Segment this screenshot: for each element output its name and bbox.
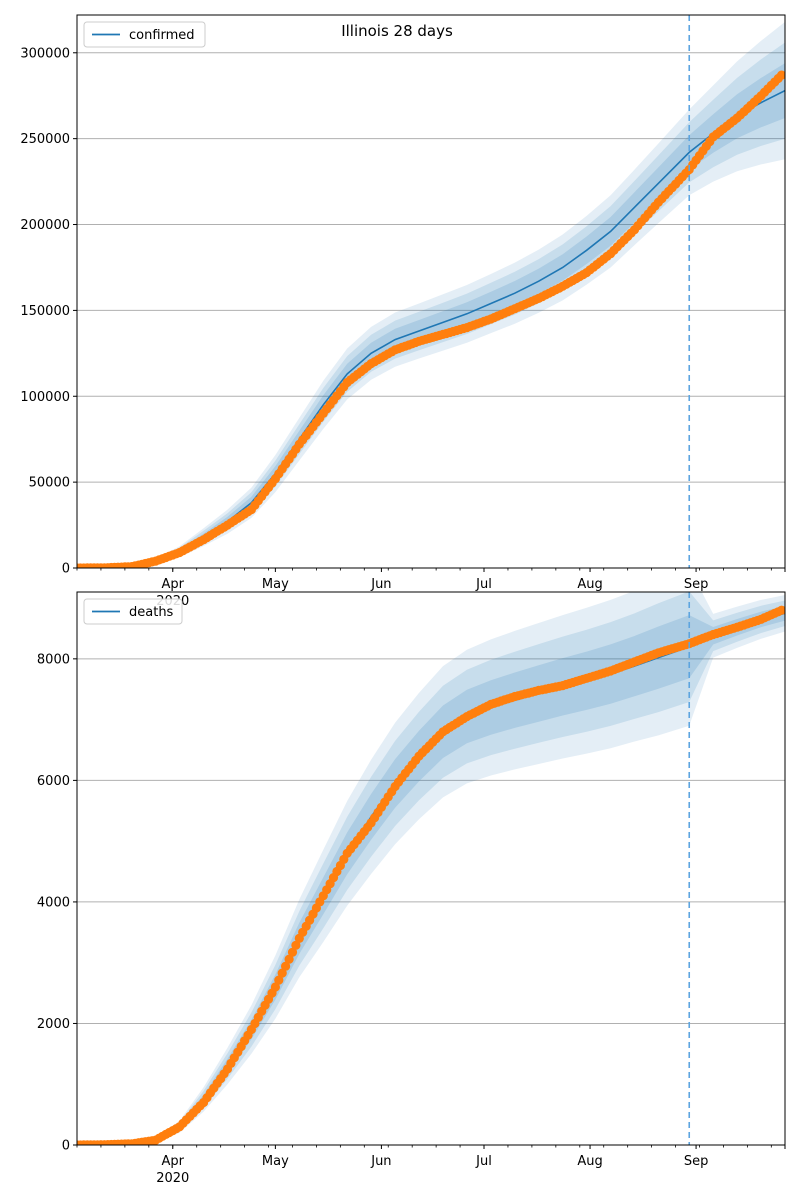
legend-box xyxy=(83,598,183,625)
observed-point xyxy=(287,947,298,957)
uncertainty-band-2 xyxy=(77,592,785,1145)
y-tick-label: 4000 xyxy=(37,895,70,910)
x-tick-label: Jun xyxy=(370,577,391,592)
uncertainty-band-1 xyxy=(77,592,785,1145)
x-tick-label: Jun xyxy=(370,1154,391,1169)
y-tick-label: 6000 xyxy=(37,774,70,789)
y-tick-label: 300000 xyxy=(20,46,70,61)
uncertainty-band-3 xyxy=(77,63,785,568)
x-tick-label: Apr xyxy=(162,577,185,592)
x-tick-label: Sep xyxy=(684,1154,709,1169)
x-tick-label: Sep xyxy=(684,577,709,592)
confirmed-panel: 050000100000150000200000250000300000Apr2… xyxy=(20,14,786,609)
observed-point xyxy=(274,975,284,985)
plot-area xyxy=(77,21,785,568)
plot-area xyxy=(77,592,785,1145)
uncertainty-band-1 xyxy=(77,21,785,568)
x-tick-label: Aug xyxy=(577,1154,602,1169)
figure-title: Illinois 28 days xyxy=(341,22,453,40)
axes-frame xyxy=(76,14,786,569)
deaths-panel: 0 2000 4000 6000 8000 Apr 2020 May Jun Jul Aug Sep d… xyxy=(37,591,786,1186)
y-tick-label: 8000 xyxy=(37,652,70,667)
x-tick-year-label: 2020 xyxy=(156,1171,189,1186)
observed-point xyxy=(291,940,301,950)
y-tick-label: 200000 xyxy=(20,218,70,233)
y-tick-label: 150000 xyxy=(20,304,70,319)
y-tick-label: 250000 xyxy=(20,132,70,147)
observed-point xyxy=(281,961,291,971)
x-tick-label: Aug xyxy=(577,577,602,592)
axes-frame xyxy=(76,591,786,1146)
y-tick-label: 100000 xyxy=(20,390,70,405)
observed-point xyxy=(777,70,785,80)
y-tick-label: 0 xyxy=(62,1139,70,1154)
legend-label: deaths xyxy=(129,605,174,620)
x-tick-label: May xyxy=(262,577,289,592)
x-tick-label: Apr xyxy=(162,1154,185,1169)
observed-point xyxy=(284,954,294,964)
legend-label: confirmed xyxy=(129,28,195,43)
x-tick-label: Jul xyxy=(475,1154,492,1169)
x-tick-label: May xyxy=(262,1154,289,1169)
y-tick-label: 0 xyxy=(62,562,70,577)
y-tick-label: 50000 xyxy=(29,476,70,491)
observed-point xyxy=(277,968,287,978)
observed-point xyxy=(270,982,280,992)
y-tick-label: 2000 xyxy=(37,1017,70,1032)
legend-box xyxy=(83,21,206,48)
x-tick-label: Jul xyxy=(475,577,492,592)
observed-point xyxy=(777,605,785,615)
